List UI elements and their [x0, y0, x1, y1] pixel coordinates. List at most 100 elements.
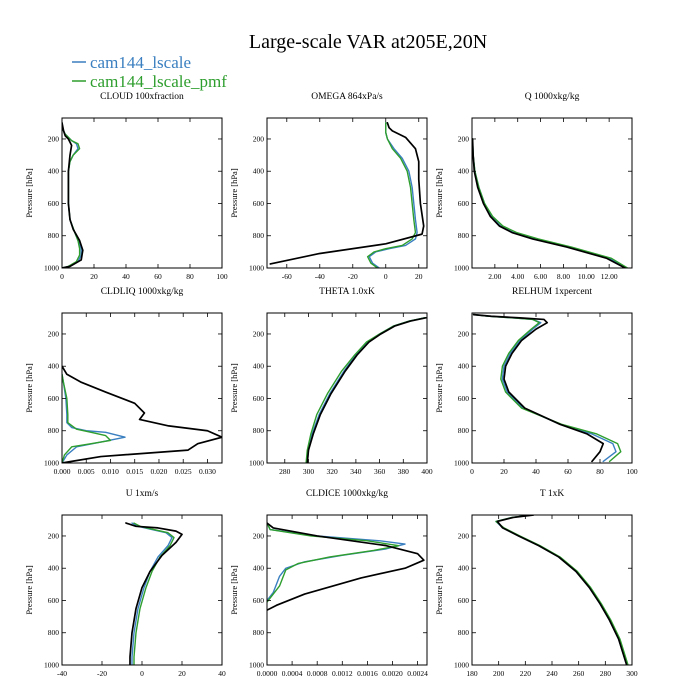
y-tick-label: 800 [458, 426, 470, 435]
x-tick-label: 220 [520, 669, 532, 678]
y-axis-label: Pressure [hPa] [434, 565, 444, 615]
y-tick-label: 400 [48, 564, 60, 573]
panel-title: U 1xm/s [126, 489, 159, 499]
x-tick-label: -40 [315, 272, 325, 281]
x-tick-label: -20 [348, 272, 358, 281]
y-tick-label: 1000 [249, 264, 264, 273]
series-line-cam144-lscale [472, 138, 627, 268]
series-line-cam144-lscale-pmf [62, 373, 112, 463]
series-line-cam144-lscale [306, 317, 426, 463]
y-axis-label: Pressure [hPa] [24, 363, 34, 413]
panel-title: Q 1000xkg/kg [525, 92, 580, 102]
panel-title: THETA 1.0xK [319, 287, 375, 297]
plot-frame [266, 312, 428, 464]
y-tick-label: 600 [48, 394, 60, 403]
panel-title: T 1xK [540, 489, 565, 499]
series-line-obs [125, 522, 183, 665]
y-tick-label: 200 [48, 134, 60, 143]
y-tick-label: 600 [48, 596, 60, 605]
y-tick-label: 600 [253, 394, 265, 403]
y-tick-label: 200 [458, 134, 470, 143]
x-tick-label: 0.0020 [382, 669, 403, 678]
x-tick-label: 20 [500, 467, 508, 476]
x-tick-label: 360 [374, 467, 386, 476]
x-tick-label: -60 [282, 272, 292, 281]
y-axis-label: Pressure [hPa] [229, 168, 239, 218]
x-tick-label: 0.0004 [282, 669, 303, 678]
y-tick-label: 600 [48, 199, 60, 208]
x-tick-label: 40 [122, 272, 130, 281]
x-tick-label: 380 [398, 467, 410, 476]
panel-3: Q 1000xkg/kg Pressure [hPa] 200 400 600 800 10… [434, 92, 633, 281]
x-tick-label: 0.0008 [307, 669, 328, 678]
x-tick-label: 0 [470, 467, 474, 476]
y-tick-label: 400 [253, 362, 265, 371]
series-line-obs [267, 522, 425, 612]
series-group [495, 515, 629, 665]
series-line-cam144-lscale-pmf [366, 122, 417, 268]
y-tick-label: 800 [458, 231, 470, 240]
series-group [472, 138, 629, 268]
plot-frame [471, 117, 633, 269]
plot-frame [61, 312, 223, 464]
series-group [125, 522, 183, 665]
x-tick-label: 0.0012 [332, 669, 353, 678]
y-tick-label: 400 [253, 167, 265, 176]
x-tick-label: 320 [327, 467, 339, 476]
y-tick-label: 800 [253, 628, 265, 637]
x-tick-label: 2.00 [488, 272, 501, 281]
x-tick-label: 300 [303, 467, 315, 476]
series-line-obs [472, 138, 626, 268]
y-tick-label: 800 [253, 231, 265, 240]
series-line-cam144-lscale [267, 522, 406, 602]
x-tick-label: 0.020 [151, 467, 168, 476]
series-line-obs [306, 316, 427, 463]
x-tick-label: 0 [140, 669, 144, 678]
x-tick-label: 280 [279, 467, 291, 476]
x-tick-label: 0.0024 [407, 669, 428, 678]
x-tick-label: 0.0016 [357, 669, 378, 678]
x-tick-label: 6.00 [534, 272, 547, 281]
y-tick-label: 600 [458, 394, 470, 403]
series-group [305, 316, 427, 463]
x-tick-label: 200 [493, 669, 505, 678]
series-line-cam144-lscale-pmf [267, 522, 400, 603]
y-tick-label: 800 [48, 426, 60, 435]
series-line-obs [62, 121, 84, 268]
x-tick-label: 20 [90, 272, 98, 281]
y-tick-label: 1000 [44, 661, 59, 670]
x-tick-label: 340 [350, 467, 362, 476]
x-tick-label: 80 [596, 467, 604, 476]
series-group [267, 522, 425, 612]
x-tick-label: -40 [57, 669, 67, 678]
legend: cam144_lscale cam144_lscale_pmf [72, 53, 227, 91]
panel-4: CLDLIQ 1000xkg/kg Pressure [hPa] 200 400 600… [24, 287, 223, 476]
series-line-cam144-lscale-pmf [472, 138, 629, 268]
series-group [62, 121, 84, 268]
y-tick-label: 400 [253, 564, 265, 573]
x-tick-label: -20 [97, 669, 107, 678]
y-tick-label: 1000 [44, 459, 59, 468]
y-tick-label: 1000 [249, 661, 264, 670]
y-tick-label: 600 [458, 596, 470, 605]
x-tick-label: 280 [600, 669, 612, 678]
x-tick-label: 0.015 [126, 467, 143, 476]
x-tick-label: 10.00 [578, 272, 595, 281]
plot-frame [266, 514, 428, 666]
x-tick-label: 100 [626, 467, 638, 476]
x-tick-label: 4.00 [511, 272, 524, 281]
x-tick-label: 40 [532, 467, 540, 476]
panel-title: OMEGA 864xPa/s [311, 92, 383, 102]
panel-title: CLOUD 100xfraction [100, 91, 184, 102]
plot-frame [266, 117, 428, 269]
series-line-cam144-lscale [368, 122, 418, 268]
plot-frame [471, 514, 633, 666]
legend-label-lscale: cam144_lscale [90, 53, 191, 72]
y-tick-label: 600 [253, 199, 265, 208]
